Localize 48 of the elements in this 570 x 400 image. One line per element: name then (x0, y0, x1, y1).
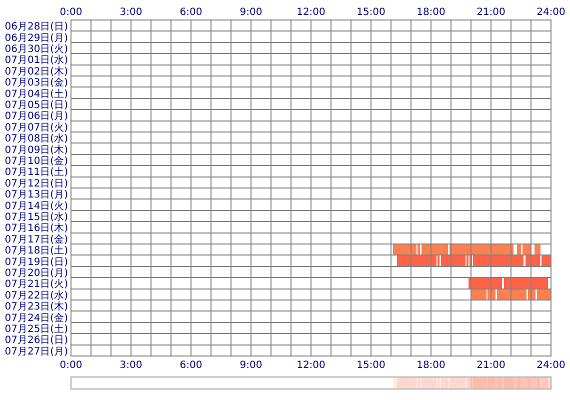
y-tick-label: 07月11日(土) (4, 166, 68, 178)
x-tick-label: 24:00 (536, 360, 566, 371)
x2-tick-label: 0:00 (60, 7, 82, 18)
y-tick-label: 07月23日(木) (4, 300, 68, 313)
y-tick-label: 07月07日(火) (4, 121, 68, 134)
y-tick-label: 06月30日(火) (4, 43, 68, 55)
y-tick-label: 07月16日(木) (4, 222, 68, 234)
y-tick-label: 07月01日(水) (4, 54, 68, 66)
y-tick-label: 07月17日(金) (4, 233, 68, 246)
y-tick-label: 07月04日(土) (4, 88, 68, 100)
x-tick-label: 3:00 (120, 360, 142, 371)
y-tick-label: 07月26日(日) (4, 335, 68, 346)
y-tick-label: 07月08日(水) (4, 132, 68, 145)
x-tick-label: 12:00 (296, 360, 326, 371)
y-tick-label: 07月12日(日) (4, 178, 68, 190)
y-tick-label: 07月27日(月) (4, 346, 68, 358)
x-tick-label: 6:00 (180, 360, 202, 371)
x-tick-label: 0:00 (60, 360, 82, 371)
x2-tick-label: 12:00 (296, 7, 326, 18)
y-tick-label: 07月15日(水) (4, 211, 68, 223)
y-tick-label: 07月03日(金) (4, 76, 68, 89)
x2-tick-label: 6:00 (180, 7, 202, 18)
x2-tick-label: 3:00 (120, 7, 142, 18)
x2-tick-label: 24:00 (536, 7, 566, 18)
y-tick-label: 07月10日(金) (4, 155, 68, 167)
y-tick-label: 07月13日(月) (4, 190, 68, 201)
x-tick-label: 21:00 (476, 360, 506, 371)
x-tick-label: 15:00 (356, 360, 386, 371)
x-tick-label: 18:00 (416, 360, 446, 371)
y-tick-label: 07月06日(月) (4, 111, 68, 122)
y-tick-label: 07月02日(木) (4, 65, 68, 78)
y-tick-label: 07月19日(日) (4, 256, 68, 268)
y-tick-label: 07月21日(火) (4, 278, 68, 290)
y-tick-label: 07月14日(火) (4, 200, 68, 212)
y-tick-label: 07月09日(木) (4, 144, 68, 156)
x2-tick-label: 15:00 (356, 7, 386, 18)
x2-tick-label: 21:00 (476, 7, 506, 18)
y-tick-label: 07月18日(土) (4, 244, 68, 257)
x-tick-label: 9:00 (240, 360, 262, 371)
y-tick-label: 07月24日(金) (4, 312, 68, 324)
x2-tick-label: 9:00 (240, 7, 262, 18)
y-tick-label: 06月29日(月) (4, 32, 68, 44)
y-tick-label: 07月20日(月) (4, 268, 68, 279)
x2-tick-label: 18:00 (416, 7, 446, 18)
y-tick-label: 06月28日(日) (4, 22, 68, 33)
y-tick-label: 07月25日(土) (4, 323, 68, 335)
y-tick-label: 07月22日(水) (4, 289, 68, 302)
y-tick-label: 07月05日(日) (4, 100, 68, 111)
